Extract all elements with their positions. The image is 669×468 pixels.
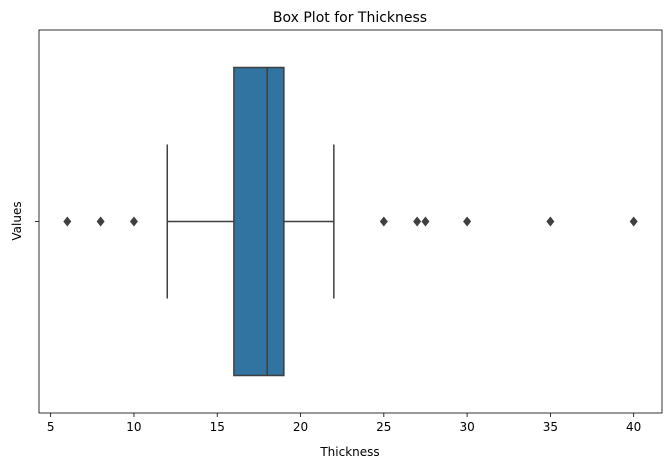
x-tick-label: 10 [126, 420, 141, 434]
outlier-point [629, 216, 638, 227]
x-axis: 5 10 15 20 25 30 35 40 [47, 413, 641, 434]
outlier-point [129, 216, 138, 227]
x-tick-label: 25 [376, 420, 391, 434]
x-tick-label: 15 [210, 420, 225, 434]
x-tick-label: 20 [293, 420, 308, 434]
y-axis-label: Values [10, 201, 24, 240]
iqr-box [233, 66, 285, 377]
outlier-point [96, 216, 105, 227]
outlier-point [413, 216, 422, 227]
box-group [166, 66, 335, 377]
outlier-point [463, 216, 472, 227]
x-axis-label: Thickness [319, 445, 379, 459]
outlier-point [421, 216, 430, 227]
chart-title: Box Plot for Thickness [273, 10, 427, 26]
outlier-point [379, 216, 388, 227]
outlier-point [63, 216, 72, 227]
x-tick-label: 30 [459, 420, 474, 434]
x-tick-label: 35 [543, 420, 558, 434]
outlier-point [546, 216, 555, 227]
x-tick-label: 40 [626, 420, 641, 434]
x-tick-label: 5 [47, 420, 55, 434]
outlier-points [63, 216, 638, 227]
